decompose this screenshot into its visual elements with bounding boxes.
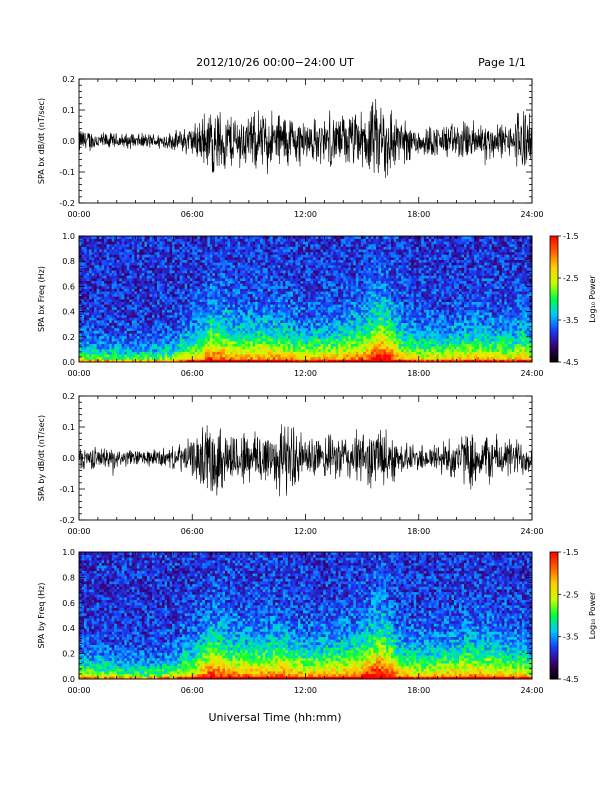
x-tick-label: 12:00 — [294, 369, 317, 378]
colorbar: -1.5 -2.5 -3.5 -4.5 Log₁₀ Power — [549, 232, 597, 367]
y-tick-label: 1.0 — [62, 232, 75, 241]
y-tick-label: 1.0 — [62, 548, 75, 557]
x-tick-label: 24:00 — [520, 527, 543, 536]
x-tick-label: 18:00 — [407, 369, 430, 378]
x-tick-label: 00:00 — [67, 210, 90, 219]
x-tick-label: 24:00 — [520, 369, 543, 378]
x-tick-label: 06:00 — [181, 686, 204, 695]
spectrogram-cells — [79, 236, 533, 363]
x-tick-label: 06:00 — [181, 210, 204, 219]
y-axis-label: SPA bx Freq (Hz) — [37, 266, 46, 332]
waveform-trace — [78, 424, 533, 497]
waveform-trace — [78, 98, 533, 179]
x-tick-label: 18:00 — [407, 527, 430, 536]
colorbar: -1.5 -2.5 -3.5 -4.5 Log₁₀ Power — [549, 548, 597, 684]
y-tick-label: 0.2 — [62, 333, 75, 342]
colorbar-tick-label: -4.5 — [563, 358, 579, 367]
x-tick-label: 24:00 — [520, 210, 543, 219]
y-tick-label: 0.2 — [62, 650, 75, 659]
panel-2: -1.5 -2.5 -3.5 -4.5 Log₁₀ Power 00:00 06:00 12:… — [37, 232, 597, 378]
panel-3: 00:00 06:00 12:00 18:00 24:00 -0.2 -0.1 0.0 0.1 0… — [37, 392, 544, 536]
y-tick-label: -0.1 — [59, 485, 75, 494]
y-tick-label: 0.2 — [62, 392, 75, 401]
y-tick-label: 0.0 — [62, 454, 75, 463]
y-tick-label: 0.0 — [62, 137, 75, 146]
y-tick-label: 0.8 — [62, 573, 75, 582]
colorbar-tick-label: -1.5 — [563, 232, 579, 241]
colorbar-tick-label: -3.5 — [563, 316, 579, 325]
y-tick-label: 0.1 — [62, 423, 75, 432]
x-tick-label: 00:00 — [67, 686, 90, 695]
x-tick-label: 06:00 — [181, 527, 204, 536]
y-tick-label: 0.0 — [62, 675, 75, 684]
colorbar-tick-label: -2.5 — [563, 590, 579, 599]
y-tick-label: -0.2 — [59, 516, 75, 525]
colorbar-tick-label: -2.5 — [563, 274, 579, 283]
figure-title: 2012/10/26 00:00−24:00 UT — [196, 56, 354, 69]
y-tick-label: 0.6 — [62, 282, 75, 291]
panel-4: -1.5 -2.5 -3.5 -4.5 Log₁₀ Power 00:00 06:00 12:… — [37, 548, 597, 724]
spectrogram-cells — [79, 552, 533, 680]
y-tick-label: 0.2 — [62, 75, 75, 84]
y-tick-label: 0.6 — [62, 599, 75, 608]
x-tick-label: 24:00 — [520, 686, 543, 695]
y-axis-label: SPA by dB/dt (nT/sec) — [37, 415, 46, 501]
x-axis-label: Universal Time (hh:mm) — [209, 711, 342, 724]
colorbar-tick-label: -4.5 — [563, 675, 579, 684]
colorbar-tick-label: -1.5 — [563, 548, 579, 557]
y-tick-label: 0.8 — [62, 257, 75, 266]
x-tick-label: 18:00 — [407, 210, 430, 219]
colorbar-tick-label: -3.5 — [563, 633, 579, 642]
y-axis-label: SPA by Freq (Hz) — [37, 583, 46, 649]
x-tick-label: 12:00 — [294, 686, 317, 695]
x-tick-label: 00:00 — [67, 369, 90, 378]
y-axis-label: SPA bx dB/dt (nT/sec) — [37, 98, 46, 184]
y-tick-label: 0.4 — [62, 308, 75, 317]
y-tick-label: 0.0 — [62, 358, 75, 367]
y-tick-label: 0.1 — [62, 106, 75, 115]
x-tick-label: 18:00 — [407, 686, 430, 695]
x-tick-label: 12:00 — [294, 527, 317, 536]
x-tick-label: 12:00 — [294, 210, 317, 219]
colorbar-label: Log₁₀ Power — [588, 275, 597, 323]
y-tick-label: -0.2 — [59, 199, 75, 208]
x-tick-label: 00:00 — [67, 527, 90, 536]
colorbar-label: Log₁₀ Power — [588, 591, 597, 639]
x-tick-label: 06:00 — [181, 369, 204, 378]
y-tick-label: -0.1 — [59, 168, 75, 177]
panel-1: 00:00 06:00 12:00 18:00 24:00 -0.2 -0.1 0.0 0.1 0… — [37, 75, 544, 219]
y-tick-label: 0.4 — [62, 624, 75, 633]
page-indicator: Page 1/1 — [478, 56, 526, 69]
